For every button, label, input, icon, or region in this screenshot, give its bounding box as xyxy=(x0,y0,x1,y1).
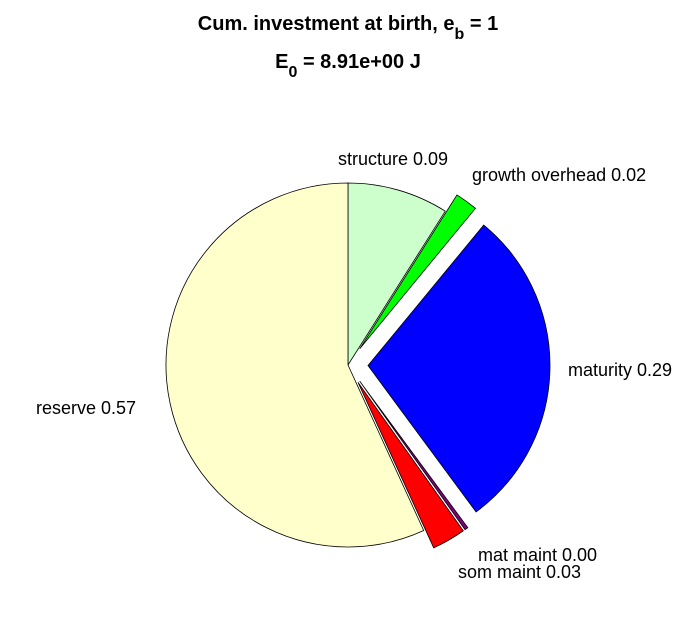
chart-title-line-1: Cum. investment at birth, eb = 1 xyxy=(198,13,498,43)
slice-label-reserve: reserve 0.57 xyxy=(36,398,136,418)
pie-slice-maturity xyxy=(367,224,551,513)
slice-label-growth-overhead: growth overhead 0.02 xyxy=(472,165,646,185)
pie-slice-reserve xyxy=(165,182,425,548)
pie-slice-growth-overhead xyxy=(359,194,477,350)
chart-title-line-2: E0 = 8.91e+00 J xyxy=(275,51,421,81)
slice-label-som-maint: som maint 0.03 xyxy=(458,562,581,582)
slice-label-maturity: maturity 0.29 xyxy=(568,360,672,380)
pie-slice-structure xyxy=(347,182,446,367)
slice-label-structure: structure 0.09 xyxy=(338,149,448,169)
pie-slice-mat-maint xyxy=(359,380,469,531)
pie-labels: structure 0.09 growth overhead 0.02 maturi… xyxy=(36,149,672,582)
pie-slices xyxy=(165,182,551,549)
pie-slice-som-maint xyxy=(357,382,464,549)
slice-label-mat-maint: mat maint 0.00 xyxy=(478,545,597,565)
